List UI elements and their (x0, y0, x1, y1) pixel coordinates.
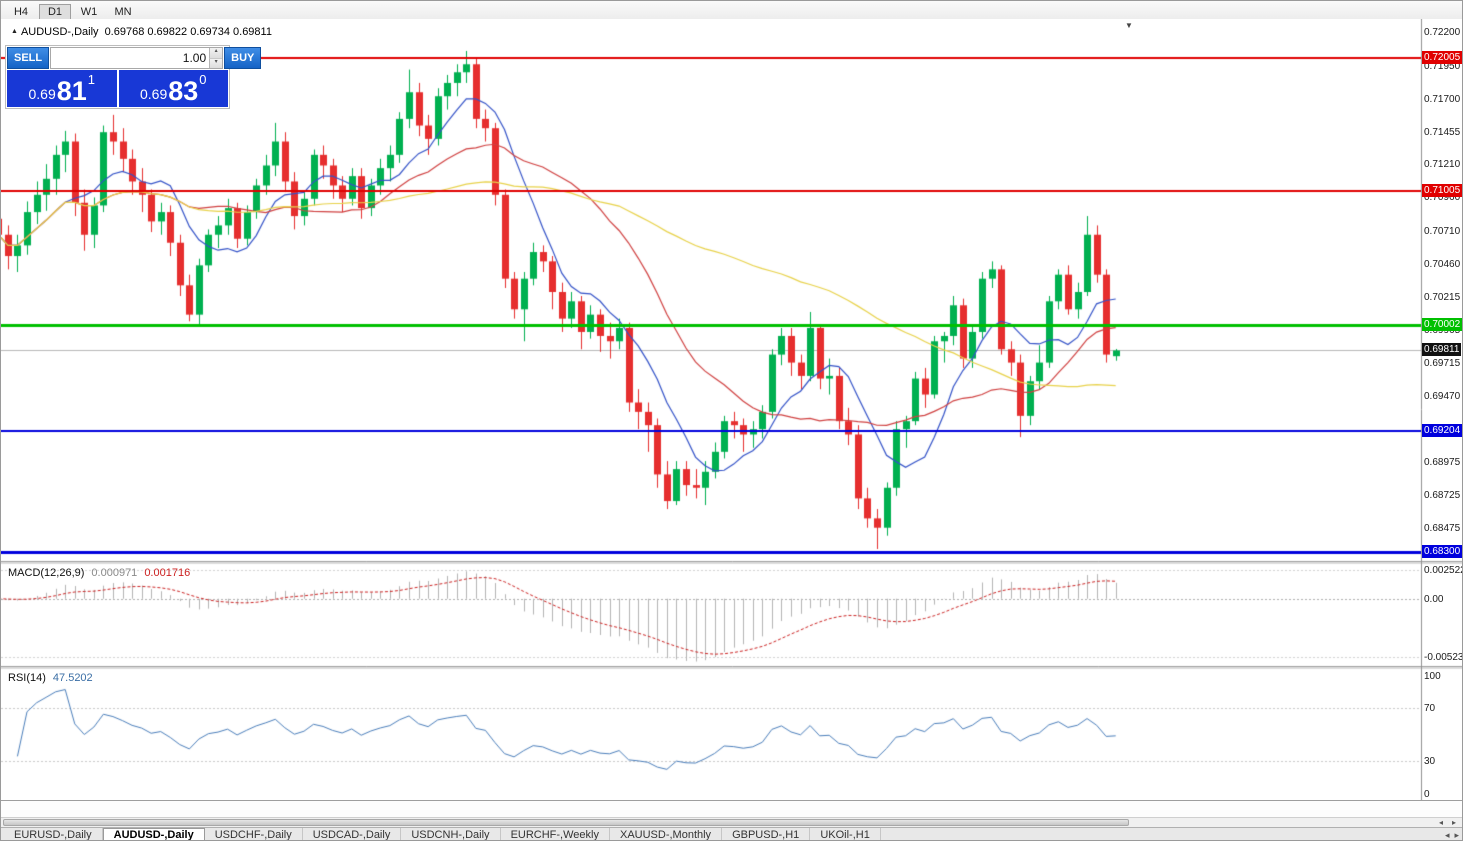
rsi-label: RSI(14) 47.5202 (8, 672, 93, 684)
ask-big-figure: 83 (168, 76, 199, 107)
trade-controls-row: SELL ▴ ▾ BUY (7, 47, 262, 69)
chart-symbol: AUDUSD-,Daily (20, 26, 99, 38)
price-axis-label: 0.71455 (1424, 126, 1461, 138)
tab-usdcnh-daily[interactable]: USDCNH-,Daily (401, 828, 501, 840)
tab-eurchf-weekly[interactable]: EURCHF-,Weekly (501, 828, 610, 840)
price-axis-label: 0.68975 (1424, 456, 1461, 468)
macd-axis-label: -0.005234 (1424, 652, 1463, 664)
bid-prefix: 0.69 (28, 86, 56, 102)
volume-stepper: ▴ ▾ (50, 47, 224, 69)
scroll-left-icon[interactable]: ◂ (1438, 818, 1443, 827)
quote-row: 0.69 81 1 0.69 83 0 (7, 70, 228, 107)
tab-scroll-left-icon[interactable]: ◂ (1444, 830, 1450, 840)
horizontal-scrollbar[interactable]: ◂ ▸ (1, 817, 1462, 827)
current-price-badge: 0.69811 (1422, 343, 1462, 357)
price-level-badge: 0.68300 (1422, 544, 1462, 558)
bid-big-figure: 81 (56, 76, 87, 107)
symbol-tab-bar: EURUSD-,Daily AUDUSD-,Daily USDCHF-,Daily U… (1, 827, 1462, 840)
scroll-right-icon[interactable]: ▸ (1451, 818, 1456, 827)
chart-title: ▲ AUDUSD-,Daily 0.69768 0.69822 0.69734 0.… (11, 26, 272, 38)
timeframe-button-w1[interactable]: W1 (80, 6, 98, 18)
chart-ohlc-values: 0.69768 0.69822 0.69734 0.69811 (104, 26, 272, 38)
price-axis-label: 0.69715 (1424, 358, 1461, 370)
bid-price-box[interactable]: 0.69 81 1 (7, 70, 117, 107)
price-level-badge: 0.69204 (1422, 424, 1462, 438)
ask-price-box[interactable]: 0.69 83 0 (118, 70, 228, 107)
timeframe-button-h4[interactable]: H4 (13, 6, 29, 18)
macd-axis-label: 0.00 (1424, 593, 1444, 605)
timeframe-toolbar: H4 D1 W1 MN (1, 1, 1462, 21)
ask-pip-digit: 0 (199, 72, 207, 87)
rsi-axis-label: 30 (1424, 755, 1436, 767)
volume-up-icon[interactable]: ▴ (209, 48, 223, 59)
chart-shift-icon[interactable]: ▼ (1125, 21, 1133, 30)
price-axis-label: 0.69470 (1424, 390, 1461, 402)
macd-title: MACD(12,26,9) (8, 567, 85, 579)
price-axis-label: 0.70710 (1424, 225, 1461, 237)
macd-axis-label: 0.002522 (1424, 565, 1463, 577)
rsi-value: 47.5202 (52, 672, 93, 684)
date-axis (1, 800, 1462, 817)
tab-ukoil-h1[interactable]: UKOil-,H1 (810, 828, 881, 840)
price-axis-label: 0.71700 (1424, 93, 1461, 105)
symbol-icon: ▲ (11, 28, 18, 35)
rsi-title: RSI(14) (8, 672, 46, 684)
macd-label: MACD(12,26,9) 0.000971 0.001716 (8, 567, 190, 579)
volume-input[interactable] (51, 48, 210, 68)
volume-down-icon[interactable]: ▾ (209, 58, 223, 68)
price-level-badge: 0.72005 (1422, 51, 1462, 65)
tab-usdchf-daily[interactable]: USDCHF-,Daily (205, 828, 303, 840)
bid-pip-digit: 1 (87, 72, 96, 87)
rsi-axis-label: 70 (1424, 703, 1436, 715)
price-axis-label: 0.72200 (1424, 27, 1461, 39)
sell-button[interactable]: SELL (7, 47, 50, 69)
buy-button[interactable]: BUY (224, 47, 262, 69)
timeframe-button-mn[interactable]: MN (114, 6, 132, 18)
scrollbar-thumb[interactable] (3, 819, 1129, 826)
price-axis-label: 0.71210 (1424, 159, 1461, 171)
price-chart-canvas[interactable] (1, 19, 1462, 800)
tab-gbpusd-h1[interactable]: GBPUSD-,H1 (722, 828, 811, 840)
tab-eurusd-daily[interactable]: EURUSD-,Daily (4, 828, 103, 840)
macd-signal-value: 0.001716 (144, 567, 191, 579)
tab-scroll-arrows: ◂ ▸ (1440, 830, 1459, 840)
volume-spinner: ▴ ▾ (209, 48, 223, 68)
price-level-badge: 0.70002 (1422, 318, 1462, 332)
tab-usdcad-daily[interactable]: USDCAD-,Daily (303, 828, 402, 840)
rsi-axis-label: 100 (1424, 671, 1441, 682)
timeframe-button-d1[interactable]: D1 (39, 4, 71, 20)
price-axis-label: 0.70460 (1424, 259, 1461, 271)
price-axis-label: 0.68725 (1424, 490, 1461, 502)
price-axis-label: 0.70960 (1424, 192, 1461, 204)
tab-xauusd-monthly[interactable]: XAUUSD-,Monthly (610, 828, 723, 840)
tab-scroll-right-icon[interactable]: ▸ (1454, 830, 1459, 840)
rsi-axis-label: 0 (1424, 789, 1430, 800)
macd-main-value: 0.000971 (91, 567, 138, 579)
price-axis-label: 0.68475 (1424, 523, 1461, 535)
price-axis-label: 0.70215 (1424, 291, 1461, 303)
price-axis-label: 0.71950 (1424, 60, 1461, 72)
tab-audusd-daily[interactable]: AUDUSD-,Daily (102, 828, 205, 840)
ask-prefix: 0.69 (139, 86, 168, 102)
price-level-badge: 0.71005 (1422, 184, 1462, 198)
